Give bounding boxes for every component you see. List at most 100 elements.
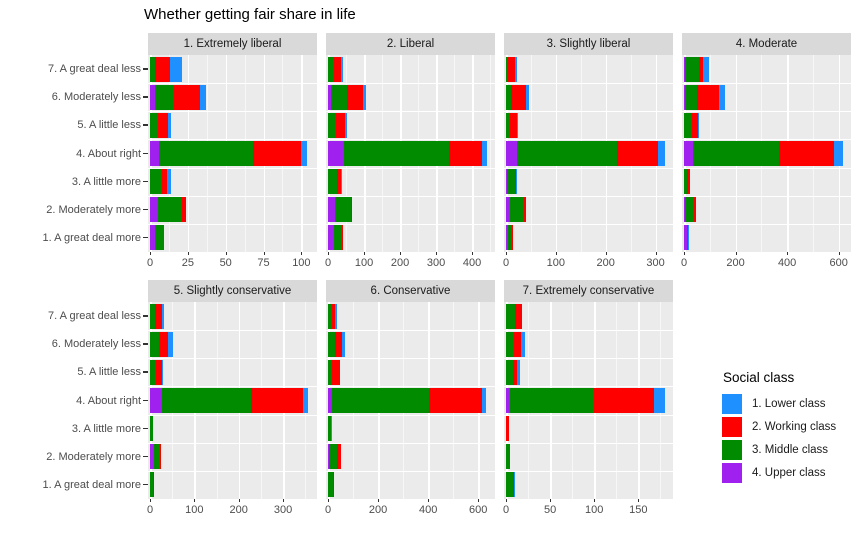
x-axis-tick — [506, 252, 507, 255]
gridline-row — [504, 167, 673, 169]
bar-segment-lower — [342, 331, 345, 357]
bar-segment-working — [337, 444, 342, 470]
gridline-row — [682, 83, 851, 85]
x-axis-tick-label: 200 — [390, 257, 410, 269]
y-axis-tick — [143, 236, 148, 239]
gridline-row — [504, 414, 673, 416]
bar-segment-upper — [328, 84, 332, 110]
x-axis-tick-label: 75 — [257, 257, 270, 269]
legend-swatch-working-class — [722, 417, 742, 437]
bar-segment-middle — [506, 444, 511, 470]
y-axis-tick — [143, 208, 148, 211]
bar-segment-middle — [328, 359, 333, 385]
bar-segment-middle — [150, 359, 157, 385]
x-axis-tick — [378, 499, 380, 502]
bar-segment-working — [347, 84, 363, 110]
gridline-row — [326, 83, 495, 85]
bar-segment-lower — [517, 112, 519, 138]
y-axis-tick — [143, 152, 148, 154]
legend-title: Social class — [723, 370, 795, 385]
y-axis-tick — [143, 68, 148, 70]
bar-segment-lower — [516, 359, 521, 385]
bar-segment-working — [617, 141, 659, 166]
x-axis-tick-label: 100 — [185, 504, 204, 516]
y-axis-label: 1. A great deal more — [42, 478, 141, 491]
bar-segment-working — [693, 197, 696, 223]
bar-segment-lower — [658, 141, 665, 166]
bar-segment-middle — [332, 388, 430, 413]
bar-segment-working — [351, 197, 353, 223]
facet-strip: 2. Liberal — [326, 33, 495, 55]
gridline-row — [148, 167, 317, 169]
bar-segment-upper — [328, 141, 344, 166]
x-axis-tick-label: 100 — [585, 504, 604, 516]
bar-segment-middle — [508, 225, 512, 251]
bar-segment-working — [449, 141, 482, 166]
bar-segment-lower — [654, 388, 665, 413]
bar-segment-working — [152, 472, 154, 498]
bar-segment-middle — [684, 169, 688, 195]
x-axis-tick-label: 300 — [426, 257, 446, 269]
facet-panel — [504, 302, 673, 499]
gridline-row — [504, 83, 673, 85]
gridline-row — [326, 414, 495, 416]
bar-segment-lower — [513, 472, 515, 498]
gridline-row — [326, 223, 495, 225]
bar-segment-working — [252, 141, 302, 166]
x-axis-tick-label: 25 — [181, 257, 194, 269]
bar-segment-lower — [482, 388, 487, 413]
y-axis-tick — [143, 483, 148, 486]
bar-segment-lower — [161, 303, 165, 329]
bar-segment-middle — [506, 472, 514, 498]
bar-segment-middle — [328, 56, 335, 82]
x-axis-tick-label: 400 — [462, 257, 482, 269]
x-axis-tick — [150, 499, 151, 502]
bar-segment-middle — [161, 388, 251, 413]
gridline-row — [148, 139, 317, 141]
facet-panel — [148, 302, 317, 499]
facet-strip: 6. Conservative — [326, 280, 495, 302]
gridline-row — [148, 358, 317, 360]
facet-strip: 1. Extremely liberal — [148, 33, 317, 55]
x-axis-tick-label: 400 — [418, 504, 438, 516]
gridline-row — [504, 330, 673, 332]
bar-segment-middle — [150, 303, 156, 329]
x-axis-tick-label: 400 — [777, 257, 797, 269]
gridline-row — [682, 167, 851, 169]
y-axis-tick — [143, 427, 148, 430]
x-axis-tick — [478, 499, 480, 502]
bar-segment-middle — [510, 388, 595, 413]
x-axis-tick — [328, 252, 329, 255]
bar-segment-middle — [334, 225, 343, 251]
bar-segment-middle — [328, 472, 334, 498]
bar-segment-middle — [331, 84, 348, 110]
x-axis-tick — [684, 252, 685, 255]
bar-segment-working — [342, 225, 344, 251]
y-axis-tick — [143, 399, 148, 401]
x-axis-tick — [506, 499, 507, 502]
legend-label: 4. Upper class — [752, 467, 826, 479]
bar-segment-lower — [344, 112, 348, 138]
bar-segment-middle — [509, 197, 525, 223]
bar-segment-middle — [506, 169, 516, 195]
bar-segment-lower — [166, 169, 172, 195]
bar-segment-upper — [684, 56, 685, 82]
x-axis-tick-label: 0 — [146, 504, 154, 516]
legend-label: 1. Lower class — [752, 398, 826, 410]
bar-segment-working — [155, 303, 162, 329]
bar-segment-middle — [506, 331, 514, 357]
x-axis-tick-label: 50 — [219, 257, 232, 269]
bar-segment-middle — [328, 112, 336, 138]
bar-segment-middle — [150, 472, 153, 498]
bar-segment-working — [250, 388, 303, 413]
bar-segment-middle — [684, 56, 699, 82]
gridline-row — [326, 442, 495, 444]
x-axis-tick — [638, 499, 640, 502]
x-axis-tick-label: 600 — [469, 504, 488, 516]
x-axis-tick — [238, 499, 240, 502]
bar-segment-working — [514, 303, 522, 329]
gridline-row — [148, 386, 317, 388]
gridline-row — [326, 111, 495, 113]
bar-segment-middle — [154, 84, 175, 110]
